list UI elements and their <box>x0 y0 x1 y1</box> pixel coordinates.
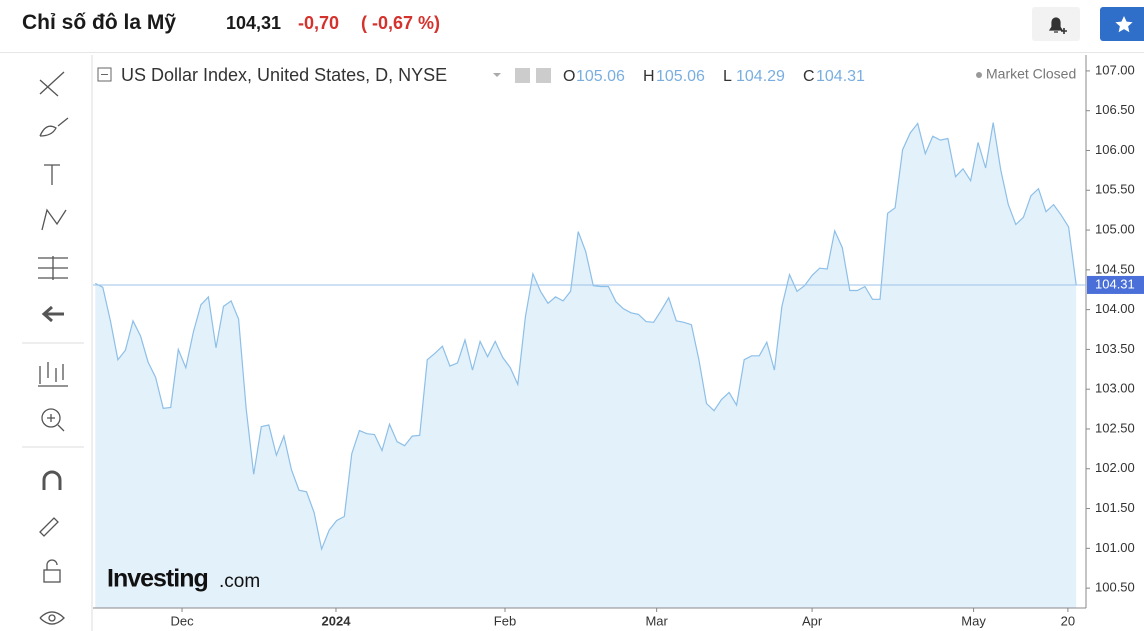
tool-icon <box>39 611 65 625</box>
x-tick-label: 2024 <box>322 613 352 628</box>
y-tick-label: 106.50 <box>1095 102 1135 117</box>
x-tick-label: 20 <box>1061 613 1075 628</box>
toolbar <box>22 71 84 625</box>
plot-area <box>95 122 1077 608</box>
y-tick-label: 106.00 <box>1095 142 1135 157</box>
dropdown-icon[interactable] <box>493 73 501 77</box>
last-price-box <box>1087 275 1144 294</box>
settings-icon[interactable] <box>515 68 530 83</box>
tool-icon <box>39 517 59 537</box>
status-dot <box>976 72 982 78</box>
bell-icon <box>1048 17 1067 34</box>
y-tick-label: 107.00 <box>1095 62 1135 77</box>
market-status: Market Closed <box>986 66 1076 82</box>
toolbar-divider <box>22 342 84 448</box>
change: -0,70 <box>298 13 340 33</box>
tool-icon <box>41 408 61 428</box>
tool-icon <box>44 164 60 185</box>
watermark-brand: Investing <box>107 565 208 593</box>
tool-icon <box>38 256 68 280</box>
y-tick-label: 100.50 <box>1095 580 1135 595</box>
ohlc-key: C <box>803 68 815 85</box>
header: Chỉ số đô la Mỹ 104,31 -0,70 ( -0,67 %) <box>0 0 1144 53</box>
y-tick-label: 105.00 <box>1095 221 1135 236</box>
ohlc-value: 105.06 <box>576 68 625 85</box>
y-tick-label: 101.00 <box>1095 540 1135 555</box>
last-price-label: 104.31 <box>1095 276 1135 291</box>
ohlc-value: 104.31 <box>816 68 865 85</box>
star-icon <box>1115 16 1133 33</box>
tool-icon <box>39 71 65 97</box>
y-tick-label: 104.00 <box>1095 301 1135 316</box>
y-tick-label: 101.50 <box>1095 500 1135 515</box>
x-tick-label: Dec <box>170 613 194 628</box>
title: Chỉ số đô la Mỹ <box>22 11 177 34</box>
y-tick-label: 105.50 <box>1095 182 1135 197</box>
watchlist-button[interactable] <box>1100 7 1144 41</box>
ohlc-value: 105.06 <box>656 68 705 85</box>
y-tick-label: 104.50 <box>1095 261 1135 276</box>
ohlc-value: 104.29 <box>736 68 785 85</box>
tool-icon <box>41 208 67 231</box>
tool-icon <box>42 470 62 490</box>
ohlc-key: O <box>563 68 575 85</box>
ohlc-key: H <box>643 68 655 85</box>
tool-icon <box>43 569 61 583</box>
x-tick-label: May <box>961 613 986 628</box>
collapse-icon[interactable] <box>97 67 112 82</box>
alert-button[interactable] <box>1032 7 1080 41</box>
y-tick-label: 102.50 <box>1095 420 1135 435</box>
x-tick-label: Mar <box>645 613 668 628</box>
area-line <box>95 122 1077 552</box>
ohlc: O 105.06 H 105.06 L 104.29 C 104.31 <box>563 68 865 85</box>
x-tick-label: Apr <box>802 613 823 628</box>
price: 104,31 <box>226 13 282 33</box>
tool-icon <box>41 305 64 323</box>
tool-icon <box>39 117 69 137</box>
y-tick-label: 102.00 <box>1095 460 1135 475</box>
tool-icon <box>38 362 68 387</box>
x-tick-label: Feb <box>494 613 516 628</box>
y-tick-label: 103.00 <box>1095 381 1135 396</box>
settings-icon[interactable] <box>536 68 551 83</box>
area-fill <box>95 122 1077 608</box>
ohlc-key: L <box>723 68 732 85</box>
y-tick-label: 103.50 <box>1095 341 1135 356</box>
tool-icon <box>46 559 58 570</box>
change-percent: ( -0,67 %) <box>361 13 441 33</box>
tool-icon <box>48 614 56 622</box>
instrument-label: US Dollar Index, United States, D, NYSE <box>121 65 447 85</box>
tool-icon <box>47 414 65 432</box>
watermark-suffix: .com <box>219 571 260 592</box>
